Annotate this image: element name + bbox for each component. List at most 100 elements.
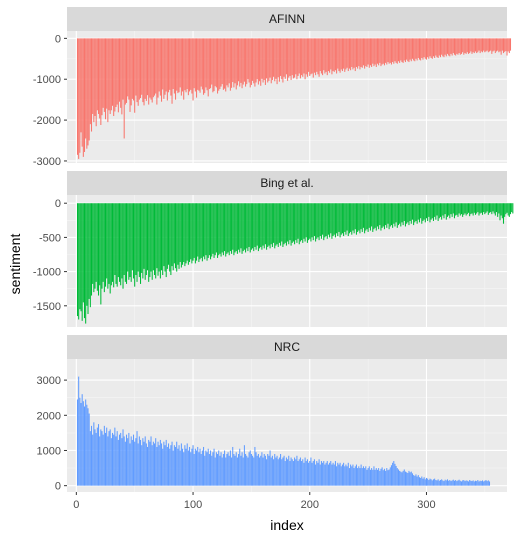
bar	[485, 38, 486, 51]
bar	[82, 394, 83, 485]
bar	[330, 461, 331, 486]
bar	[347, 466, 348, 485]
bar	[448, 481, 449, 486]
facet-panel: AFINN 0 -1000 -2000 -3000	[33, 7, 511, 168]
bar	[323, 203, 324, 240]
bar	[177, 38, 178, 93]
bar	[229, 38, 230, 83]
bar	[117, 38, 118, 104]
bar	[384, 203, 385, 229]
bar	[335, 203, 336, 237]
bar	[134, 442, 135, 486]
bar	[344, 203, 345, 232]
bar	[87, 408, 88, 485]
bar	[126, 435, 127, 486]
bar	[284, 38, 285, 76]
bar	[152, 445, 153, 485]
bar	[309, 461, 310, 486]
bar	[417, 477, 418, 486]
bar	[218, 38, 219, 90]
bar	[121, 38, 122, 114]
bar	[141, 203, 142, 273]
bar	[197, 447, 198, 486]
bar	[345, 203, 346, 234]
bar	[78, 377, 79, 486]
bar	[427, 479, 428, 486]
bar	[205, 450, 206, 485]
bar	[336, 38, 337, 73]
bar	[98, 424, 99, 486]
bar	[286, 38, 287, 74]
bar	[321, 203, 322, 239]
bar	[319, 38, 320, 76]
bar	[129, 203, 130, 277]
bar	[497, 203, 498, 217]
bar	[170, 38, 171, 95]
bar	[445, 480, 446, 486]
bar	[97, 203, 98, 291]
bar	[218, 203, 219, 255]
bar	[448, 38, 449, 55]
bar	[263, 203, 264, 245]
bar	[188, 38, 189, 95]
bar	[462, 38, 463, 52]
bar	[433, 479, 434, 485]
bar	[433, 203, 434, 221]
bar	[393, 203, 394, 224]
bar	[450, 38, 451, 54]
bar	[387, 470, 388, 485]
bar	[242, 452, 243, 485]
bar	[459, 480, 460, 486]
bar	[303, 463, 304, 486]
bar	[281, 459, 282, 485]
bar	[506, 38, 507, 55]
bar	[258, 454, 259, 486]
bar	[333, 38, 334, 71]
bar	[294, 458, 295, 486]
bar	[79, 398, 80, 486]
bar	[307, 459, 308, 485]
bar	[349, 38, 350, 68]
bar	[108, 431, 109, 486]
bar	[358, 203, 359, 230]
bar	[188, 203, 189, 265]
bar	[487, 481, 488, 486]
bar	[217, 38, 218, 93]
bar	[419, 203, 420, 222]
bar	[370, 38, 371, 65]
bar	[177, 449, 178, 486]
bar	[330, 203, 331, 233]
bar	[96, 203, 97, 282]
bar	[190, 203, 191, 259]
bar	[287, 38, 288, 81]
bar	[103, 38, 104, 107]
bar	[158, 203, 159, 275]
bar	[126, 38, 127, 103]
bar	[383, 203, 384, 226]
bar	[354, 38, 355, 67]
bar	[155, 203, 156, 278]
bar	[429, 203, 430, 222]
bar	[313, 38, 314, 77]
bar	[168, 203, 169, 265]
bar	[253, 203, 254, 251]
bar	[371, 38, 372, 67]
bar	[317, 38, 318, 74]
bar	[494, 38, 495, 50]
bar	[115, 203, 116, 284]
bar	[397, 38, 398, 63]
bar	[279, 458, 280, 486]
bar	[167, 447, 168, 486]
bar	[233, 38, 234, 87]
bar	[181, 203, 182, 267]
bar	[179, 38, 180, 92]
bar	[313, 461, 314, 486]
bar	[343, 38, 344, 68]
bar	[179, 445, 180, 485]
bar	[149, 38, 150, 97]
bar	[357, 203, 358, 232]
bar	[176, 38, 177, 90]
bar	[259, 38, 260, 81]
bar	[352, 38, 353, 69]
bar	[139, 203, 140, 277]
